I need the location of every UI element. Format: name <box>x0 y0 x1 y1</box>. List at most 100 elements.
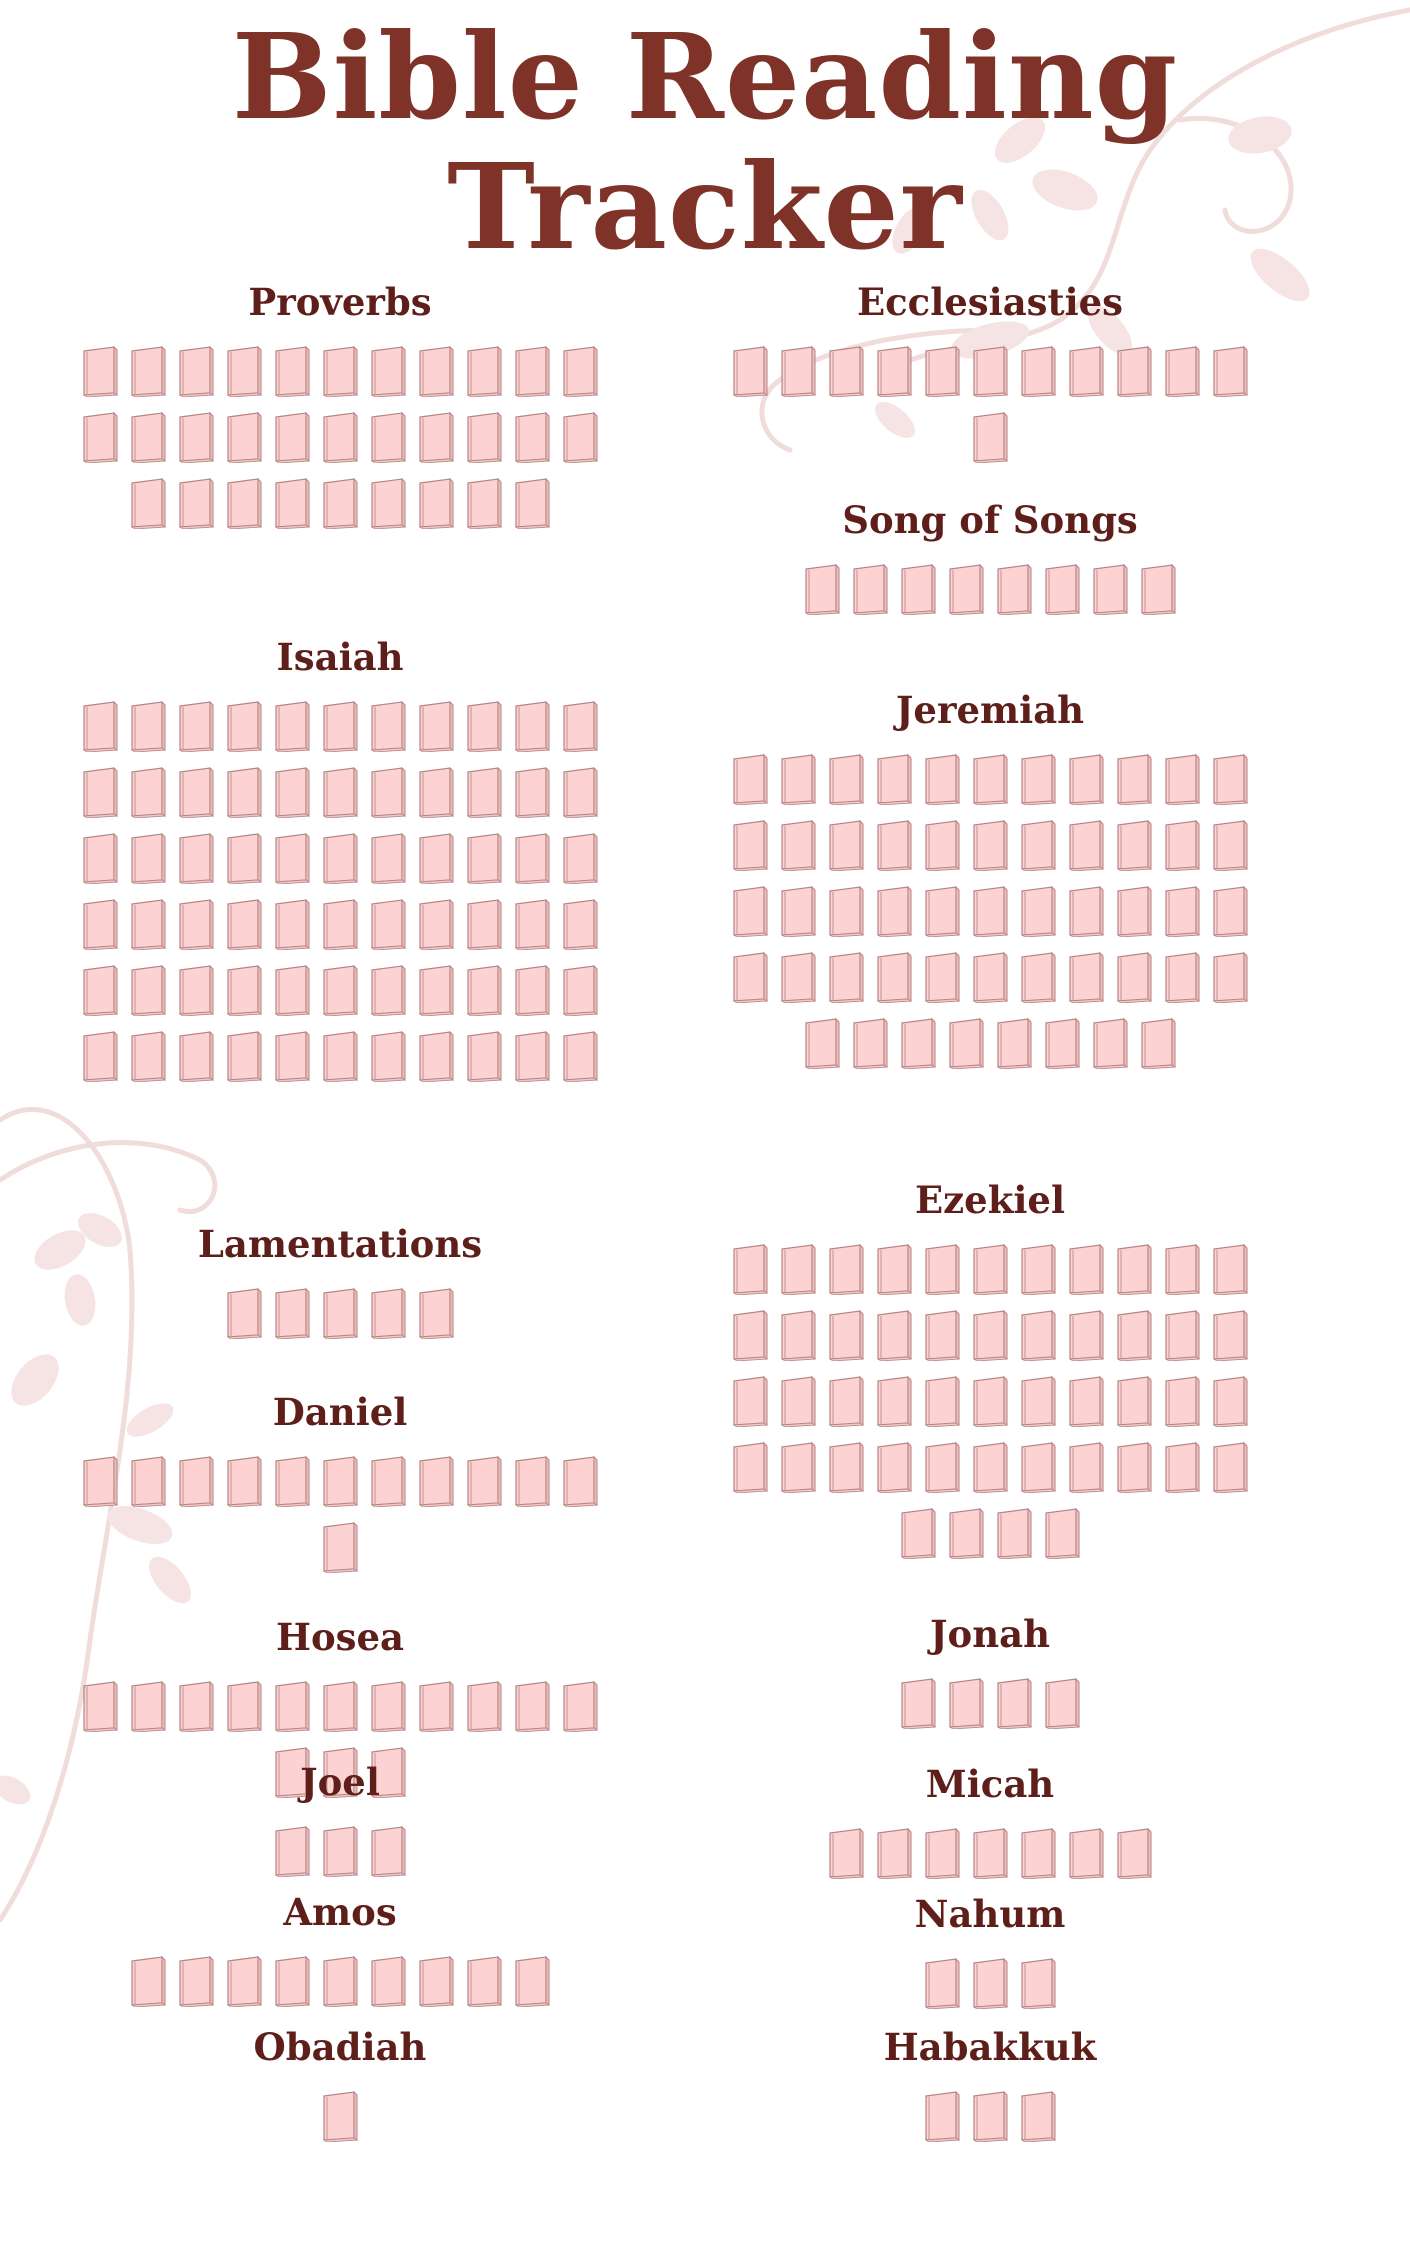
book-icon[interactable] <box>129 898 167 950</box>
book-icon[interactable] <box>1139 1017 1177 1069</box>
book-icon[interactable] <box>225 832 263 884</box>
book-icon[interactable] <box>417 832 455 884</box>
book-icon[interactable] <box>177 1455 215 1507</box>
book-icon[interactable] <box>273 700 311 752</box>
book-icon[interactable] <box>1115 1309 1153 1361</box>
book-icon[interactable] <box>779 951 817 1003</box>
book-icon[interactable] <box>875 1375 913 1427</box>
book-icon[interactable] <box>1019 951 1057 1003</box>
book-icon[interactable] <box>827 345 865 397</box>
book-icon[interactable] <box>417 1030 455 1082</box>
book-icon[interactable] <box>995 1017 1033 1069</box>
book-icon[interactable] <box>1211 885 1249 937</box>
book-icon[interactable] <box>1019 1827 1057 1879</box>
book-icon[interactable] <box>971 411 1009 463</box>
book-icon[interactable] <box>1067 885 1105 937</box>
book-icon[interactable] <box>1067 1375 1105 1427</box>
book-icon[interactable] <box>1019 1309 1057 1361</box>
book-icon[interactable] <box>369 700 407 752</box>
book-icon[interactable] <box>1019 345 1057 397</box>
book-icon[interactable] <box>273 1030 311 1082</box>
book-icon[interactable] <box>177 411 215 463</box>
book-icon[interactable] <box>561 411 599 463</box>
book-icon[interactable] <box>417 477 455 529</box>
book-icon[interactable] <box>779 819 817 871</box>
book-icon[interactable] <box>1019 885 1057 937</box>
book-icon[interactable] <box>971 1441 1009 1493</box>
book-icon[interactable] <box>923 1441 961 1493</box>
book-icon[interactable] <box>465 766 503 818</box>
book-icon[interactable] <box>1163 345 1201 397</box>
book-icon[interactable] <box>1115 345 1153 397</box>
book-icon[interactable] <box>923 2090 961 2142</box>
book-icon[interactable] <box>417 1455 455 1507</box>
book-icon[interactable] <box>875 753 913 805</box>
book-icon[interactable] <box>1163 1441 1201 1493</box>
book-icon[interactable] <box>923 1957 961 2009</box>
book-icon[interactable] <box>947 1017 985 1069</box>
book-icon[interactable] <box>81 411 119 463</box>
book-icon[interactable] <box>851 563 889 615</box>
book-icon[interactable] <box>875 1243 913 1295</box>
book-icon[interactable] <box>417 964 455 1016</box>
book-icon[interactable] <box>369 1287 407 1339</box>
book-icon[interactable] <box>177 766 215 818</box>
book-icon[interactable] <box>1163 1243 1201 1295</box>
book-icon[interactable] <box>81 766 119 818</box>
book-icon[interactable] <box>731 345 769 397</box>
book-icon[interactable] <box>561 898 599 950</box>
book-icon[interactable] <box>513 766 551 818</box>
book-icon[interactable] <box>465 345 503 397</box>
book-icon[interactable] <box>1019 1243 1057 1295</box>
book-icon[interactable] <box>1043 1017 1081 1069</box>
book-icon[interactable] <box>779 1243 817 1295</box>
book-icon[interactable] <box>321 345 359 397</box>
book-icon[interactable] <box>225 477 263 529</box>
book-icon[interactable] <box>177 1955 215 2007</box>
book-icon[interactable] <box>513 1030 551 1082</box>
book-icon[interactable] <box>465 898 503 950</box>
book-icon[interactable] <box>465 1955 503 2007</box>
book-icon[interactable] <box>369 1455 407 1507</box>
book-icon[interactable] <box>273 345 311 397</box>
book-icon[interactable] <box>225 411 263 463</box>
book-icon[interactable] <box>971 1243 1009 1295</box>
book-icon[interactable] <box>779 753 817 805</box>
book-icon[interactable] <box>731 1375 769 1427</box>
book-icon[interactable] <box>1043 1507 1081 1559</box>
book-icon[interactable] <box>995 563 1033 615</box>
book-icon[interactable] <box>369 477 407 529</box>
book-icon[interactable] <box>369 1825 407 1877</box>
book-icon[interactable] <box>321 1825 359 1877</box>
book-icon[interactable] <box>561 1455 599 1507</box>
book-icon[interactable] <box>875 1827 913 1879</box>
book-icon[interactable] <box>465 964 503 1016</box>
book-icon[interactable] <box>81 964 119 1016</box>
book-icon[interactable] <box>321 1680 359 1732</box>
book-icon[interactable] <box>1043 1677 1081 1729</box>
book-icon[interactable] <box>369 345 407 397</box>
book-icon[interactable] <box>369 964 407 1016</box>
book-icon[interactable] <box>731 819 769 871</box>
book-icon[interactable] <box>273 898 311 950</box>
book-icon[interactable] <box>731 951 769 1003</box>
book-icon[interactable] <box>465 1680 503 1732</box>
book-icon[interactable] <box>1211 1375 1249 1427</box>
book-icon[interactable] <box>923 951 961 1003</box>
book-icon[interactable] <box>1163 951 1201 1003</box>
book-icon[interactable] <box>731 885 769 937</box>
book-icon[interactable] <box>129 700 167 752</box>
book-icon[interactable] <box>875 345 913 397</box>
book-icon[interactable] <box>1067 753 1105 805</box>
book-icon[interactable] <box>465 1455 503 1507</box>
book-icon[interactable] <box>1115 885 1153 937</box>
book-icon[interactable] <box>995 1507 1033 1559</box>
book-icon[interactable] <box>561 1680 599 1732</box>
book-icon[interactable] <box>273 477 311 529</box>
book-icon[interactable] <box>129 477 167 529</box>
book-icon[interactable] <box>177 1680 215 1732</box>
book-icon[interactable] <box>827 951 865 1003</box>
book-icon[interactable] <box>273 766 311 818</box>
book-icon[interactable] <box>875 951 913 1003</box>
book-icon[interactable] <box>1163 1375 1201 1427</box>
